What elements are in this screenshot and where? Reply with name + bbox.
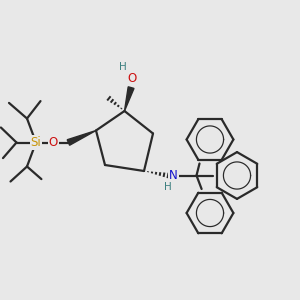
Text: N: N	[169, 169, 178, 182]
Text: Si: Si	[31, 136, 41, 149]
Text: O: O	[127, 72, 136, 85]
Text: H: H	[119, 62, 127, 72]
Polygon shape	[124, 87, 134, 111]
Text: H: H	[164, 182, 172, 193]
Text: O: O	[49, 136, 58, 149]
Polygon shape	[67, 130, 96, 145]
